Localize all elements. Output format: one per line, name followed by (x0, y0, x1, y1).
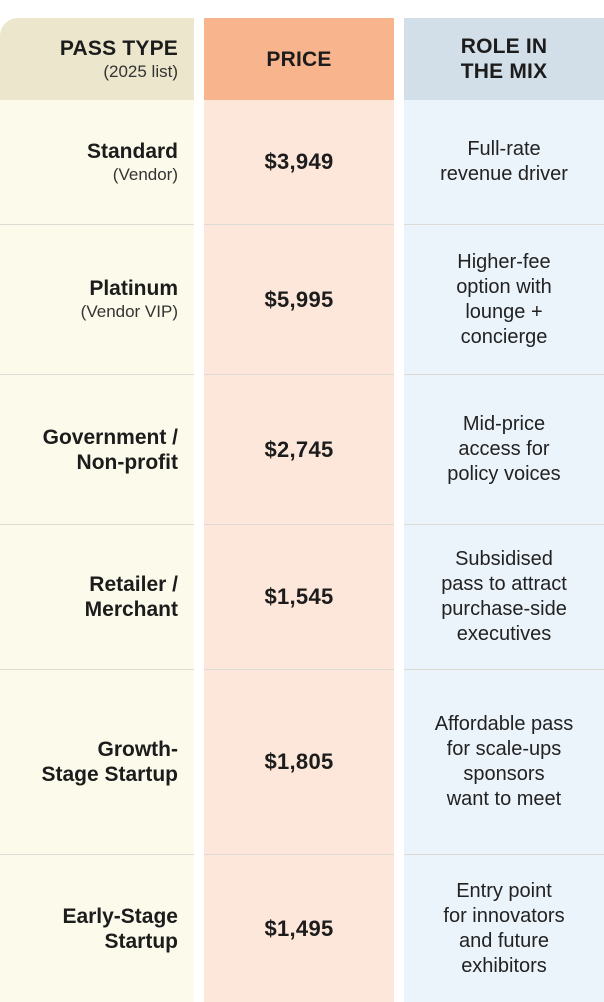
price-cell: $1,545 (204, 525, 394, 670)
price-value: $3,949 (264, 149, 334, 174)
price-cell: $3,949 (204, 100, 394, 225)
pass-type-header: PASS TYPE (2025 list) (0, 18, 194, 100)
pass-name: Growth- Stage Startup (41, 738, 178, 786)
role-header-title: ROLE IN THE MIX (460, 35, 548, 83)
price-column: PRICE $3,949 $5,995 $2,745 $1,545 $1,805… (204, 0, 394, 1002)
pass-type-header-subtitle: (2025 list) (103, 61, 178, 81)
price-value: $1,805 (264, 749, 334, 774)
role-text: Affordable pass for scale-ups sponsors w… (434, 713, 574, 810)
role-text: Higher-fee option with lounge + concierg… (456, 250, 552, 348)
role-text: Subsidised pass to attract purchase-side… (441, 548, 567, 645)
pass-type-cell: Early-Stage Startup (0, 855, 194, 1002)
pass-name: Government / Non-profit (42, 425, 178, 474)
pass-type-cell: Government / Non-profit (0, 375, 194, 525)
pass-name: Standard (86, 139, 178, 163)
role-text: Mid-price access for policy voices (447, 413, 561, 485)
pass-type-column: PASS TYPE (2025 list) Standard (Vendor) … (0, 0, 194, 1002)
role-text: Entry point for innovators and future ex… (443, 879, 565, 977)
pass-subtitle: (Vendor) (112, 164, 178, 184)
role-cell: Subsidised pass to attract purchase-side… (404, 525, 604, 670)
price-value: $1,545 (264, 584, 334, 609)
pass-type-header-title: PASS TYPE (59, 36, 178, 60)
price-value: $1,495 (264, 915, 334, 941)
role-cell: Higher-fee option with lounge + concierg… (404, 225, 604, 375)
pass-type-cell: Retailer / Merchant (0, 525, 194, 670)
price-value: $5,995 (264, 286, 334, 312)
pass-type-cell: Platinum (Vendor VIP) (0, 225, 194, 375)
pass-type-cell: Growth- Stage Startup (0, 670, 194, 855)
pass-name: Retailer / Merchant (84, 573, 178, 621)
price-header-title: PRICE (266, 47, 332, 71)
pass-type-cells: Standard (Vendor) Platinum (Vendor VIP) … (0, 100, 194, 1002)
pass-name: Early-Stage Startup (62, 904, 178, 953)
price-header: PRICE (204, 18, 394, 100)
price-value: $2,745 (264, 436, 334, 462)
role-cell: Full-rate revenue driver (404, 100, 604, 225)
pass-name: Platinum (89, 277, 178, 300)
role-cell: Affordable pass for scale-ups sponsors w… (404, 670, 604, 855)
pass-type-cell: Standard (Vendor) (0, 100, 194, 225)
price-cell: $2,745 (204, 375, 394, 525)
role-cell: Entry point for innovators and future ex… (404, 855, 604, 1002)
role-cells: Full-rate revenue driver Higher-fee opti… (404, 100, 604, 1002)
pass-subtitle: (Vendor VIP) (80, 302, 178, 321)
role-text: Full-rate revenue driver (440, 138, 568, 185)
price-cell: $1,805 (204, 670, 394, 855)
role-column: ROLE IN THE MIX Full-rate revenue driver… (404, 0, 604, 1002)
role-header: ROLE IN THE MIX (404, 18, 604, 100)
price-cell: $5,995 (204, 225, 394, 375)
price-cell: $1,495 (204, 855, 394, 1002)
role-cell: Mid-price access for policy voices (404, 375, 604, 525)
price-cells: $3,949 $5,995 $2,745 $1,545 $1,805 $1,49… (204, 100, 394, 1002)
